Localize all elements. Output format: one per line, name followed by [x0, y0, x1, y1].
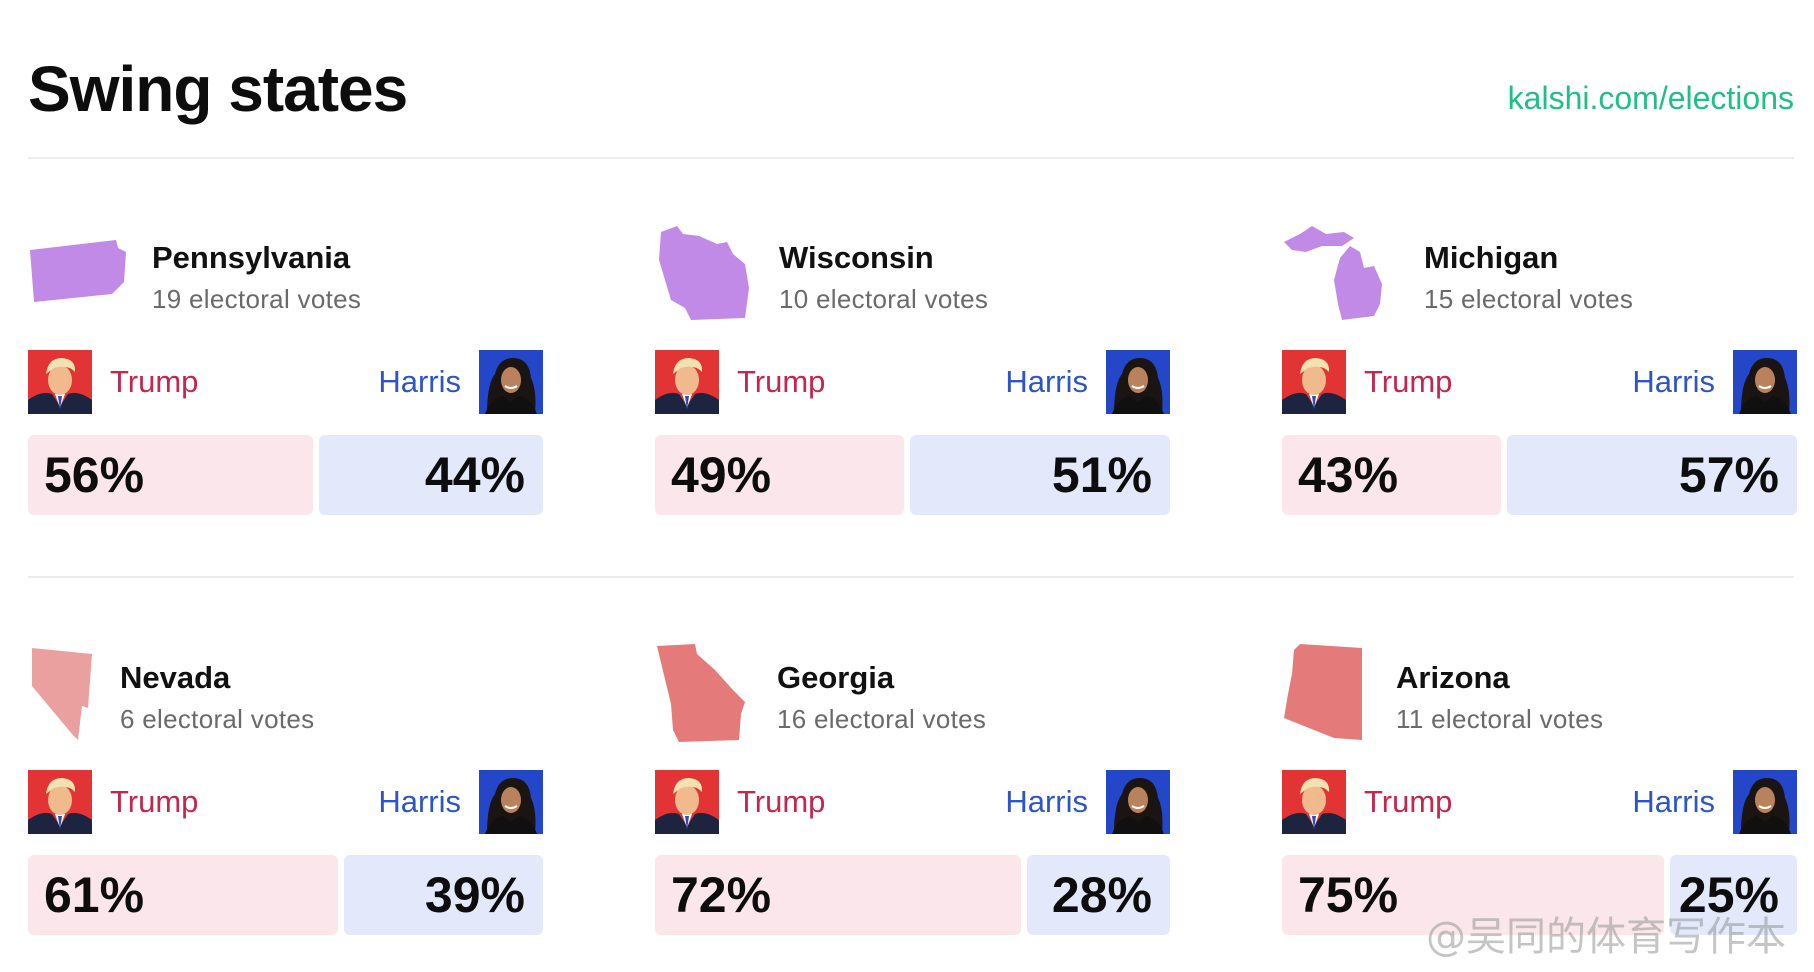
- electoral-votes: 6 electoral votes: [120, 704, 315, 734]
- state-card-michigan[interactable]: Michigan 15 electoral votes Trump Harris 43%…: [1282, 210, 1797, 530]
- michigan-map-icon: [1282, 224, 1392, 324]
- trump-percent: 75%: [1298, 867, 1399, 923]
- trump-label: Trump: [1364, 364, 1453, 399]
- state-name: Wisconsin: [779, 240, 934, 275]
- harris-percent: 44%: [424, 447, 525, 503]
- pennsylvania-map-icon: [28, 238, 128, 308]
- trump-avatar: [28, 350, 92, 414]
- trump-percent: 61%: [44, 867, 145, 923]
- harris-bar[interactable]: 44%: [319, 435, 543, 515]
- trump-avatar: [655, 350, 719, 414]
- harris-avatar: [1733, 350, 1797, 414]
- odds-bar[interactable]: 72% 28%: [655, 855, 1170, 935]
- harris-bar[interactable]: 57%: [1507, 435, 1797, 515]
- trump-percent: 72%: [671, 867, 772, 923]
- harris-label: Harris: [1005, 364, 1088, 399]
- state-name: Nevada: [120, 660, 231, 695]
- electoral-votes: 11 electoral votes: [1396, 704, 1604, 734]
- harris-label: Harris: [1005, 784, 1088, 819]
- trump-label: Trump: [737, 364, 826, 399]
- harris-bar[interactable]: 39%: [344, 855, 543, 935]
- state-name: Michigan: [1424, 240, 1559, 275]
- harris-percent: 28%: [1051, 867, 1152, 923]
- harris-bar[interactable]: 25%: [1670, 855, 1797, 935]
- odds-bar[interactable]: 49% 51%: [655, 435, 1170, 515]
- top-divider: [28, 157, 1794, 159]
- electoral-votes: 16 electoral votes: [777, 704, 987, 734]
- harris-label: Harris: [1632, 364, 1715, 399]
- state-card-pennsylvania[interactable]: Pennsylvania 19 electoral votes Trump Harri…: [28, 210, 543, 530]
- wisconsin-map-icon: [655, 224, 751, 324]
- state-card-arizona[interactable]: Arizona 11 electoral votes Trump Harris 75% 2…: [1282, 630, 1797, 950]
- arizona-map-icon: [1282, 644, 1364, 744]
- candidate-row: Trump Harris: [28, 770, 543, 834]
- candidate-row: Trump Harris: [1282, 770, 1797, 834]
- trump-bar[interactable]: 49%: [655, 435, 904, 515]
- page-title: Swing states: [28, 53, 408, 125]
- trump-avatar: [28, 770, 92, 834]
- state-name: Pennsylvania: [152, 240, 351, 275]
- harris-avatar: [1106, 350, 1170, 414]
- trump-bar[interactable]: 72%: [655, 855, 1021, 935]
- trump-percent: 49%: [671, 447, 772, 503]
- harris-percent: 25%: [1678, 867, 1779, 923]
- trump-label: Trump: [1364, 784, 1453, 819]
- electoral-votes: 19 electoral votes: [152, 284, 362, 314]
- harris-label: Harris: [1632, 784, 1715, 819]
- state-card-wisconsin[interactable]: Wisconsin 10 electoral votes Trump Harris 49…: [655, 210, 1170, 530]
- electoral-votes: 10 electoral votes: [779, 284, 989, 314]
- state-card-nevada[interactable]: Nevada 6 electoral votes Trump Harris 61% 39%: [28, 630, 543, 950]
- trump-label: Trump: [737, 784, 826, 819]
- state-name: Georgia: [777, 660, 895, 695]
- harris-percent: 51%: [1051, 447, 1152, 503]
- trump-avatar: [655, 770, 719, 834]
- trump-avatar: [1282, 350, 1346, 414]
- candidate-row: Trump Harris: [1282, 350, 1797, 414]
- candidate-row: Trump Harris: [28, 350, 543, 414]
- trump-label: Trump: [110, 784, 199, 819]
- odds-bar[interactable]: 43% 57%: [1282, 435, 1797, 515]
- trump-avatar: [1282, 770, 1346, 834]
- harris-bar[interactable]: 51%: [910, 435, 1170, 515]
- harris-avatar: [1106, 770, 1170, 834]
- electoral-votes: 15 electoral votes: [1424, 284, 1634, 314]
- trump-bar[interactable]: 43%: [1282, 435, 1501, 515]
- odds-bar[interactable]: 56% 44%: [28, 435, 543, 515]
- middle-divider: [28, 576, 1794, 578]
- harris-avatar: [1733, 770, 1797, 834]
- candidate-row: Trump Harris: [655, 350, 1170, 414]
- trump-percent: 56%: [44, 447, 145, 503]
- state-card-georgia[interactable]: Georgia 16 electoral votes Trump Harris 72% 2…: [655, 630, 1170, 950]
- state-name: Arizona: [1396, 660, 1510, 695]
- trump-bar[interactable]: 56%: [28, 435, 313, 515]
- harris-percent: 57%: [1678, 447, 1779, 503]
- elections-link[interactable]: kalshi.com/elections: [1507, 80, 1794, 116]
- odds-bar[interactable]: 61% 39%: [28, 855, 543, 935]
- trump-percent: 43%: [1298, 447, 1399, 503]
- harris-label: Harris: [378, 364, 461, 399]
- harris-bar[interactable]: 28%: [1027, 855, 1170, 935]
- odds-bar[interactable]: 75% 25%: [1282, 855, 1797, 935]
- watermark: @吴同的体育写作本: [1426, 914, 1786, 960]
- harris-avatar: [479, 350, 543, 414]
- trump-bar[interactable]: 75%: [1282, 855, 1664, 935]
- candidate-row: Trump Harris: [655, 770, 1170, 834]
- harris-avatar: [479, 770, 543, 834]
- harris-percent: 39%: [424, 867, 525, 923]
- trump-bar[interactable]: 61%: [28, 855, 338, 935]
- harris-label: Harris: [378, 784, 461, 819]
- header: Swing states kalshi.com/elections: [28, 40, 1794, 160]
- trump-label: Trump: [110, 364, 199, 399]
- georgia-map-icon: [655, 644, 749, 744]
- nevada-map-icon: [28, 644, 96, 744]
